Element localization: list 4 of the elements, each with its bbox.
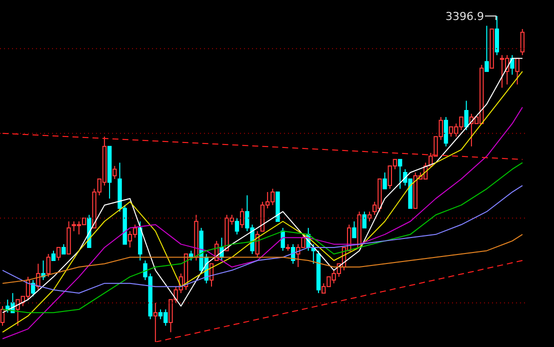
candlestick (153, 302, 158, 342)
annotation: 3396.9 (445, 10, 484, 23)
candlestick (444, 116, 448, 147)
candlestick (510, 54, 514, 76)
